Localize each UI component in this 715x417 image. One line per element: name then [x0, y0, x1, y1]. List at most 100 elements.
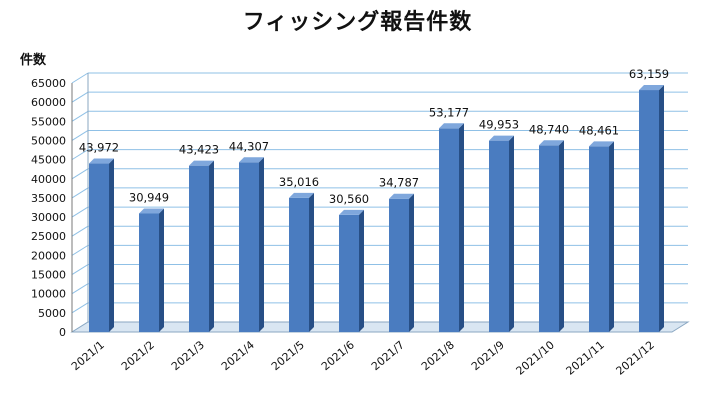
bar-top: [239, 157, 264, 163]
bar-side: [159, 208, 164, 332]
bar: [389, 193, 414, 332]
gridline-side: [71, 244, 89, 256]
data-label: 43,972: [79, 141, 119, 155]
y-tick-label: 60000: [31, 96, 66, 109]
bar-top: [489, 135, 514, 141]
y-tick-label: 65000: [31, 77, 66, 90]
bar: [489, 135, 514, 332]
y-tick-label: 25000: [31, 230, 66, 243]
data-label: 35,016: [279, 175, 319, 189]
x-tick-label: 2021/3: [169, 338, 207, 373]
data-label: 43,423: [179, 143, 219, 157]
y-tick-label: 15000: [31, 269, 66, 282]
bar-side: [509, 135, 514, 332]
gridline-side: [71, 225, 89, 237]
x-tick-label: 2021/2: [119, 338, 157, 373]
bar-side: [559, 140, 564, 332]
gridline-side: [71, 110, 89, 122]
bar: [139, 208, 164, 332]
y-tick-label: 0: [59, 326, 66, 339]
bar-front: [89, 163, 109, 332]
bar: [589, 141, 614, 332]
bar-front: [539, 145, 559, 332]
chart-floor: [70, 321, 690, 333]
y-tick-label: 50000: [31, 134, 66, 147]
bar-front: [139, 213, 159, 332]
data-label: 30,949: [129, 190, 169, 204]
data-label: 44,307: [229, 139, 269, 153]
bar-layer: [89, 85, 664, 332]
bar-top: [289, 192, 314, 198]
data-label: 63,159: [629, 67, 669, 81]
data-label: 49,953: [479, 118, 519, 132]
grid-layer: [71, 72, 688, 333]
bar-side: [359, 209, 364, 332]
bar-front: [239, 162, 259, 332]
bar: [339, 209, 364, 332]
chart-title: フィッシング報告件数: [242, 10, 473, 35]
bar-side: [209, 160, 214, 332]
y-tick-label: 30000: [31, 211, 66, 224]
y-tick-label: 55000: [31, 115, 66, 128]
bar-front: [289, 197, 309, 332]
bar-front: [389, 198, 409, 332]
bar: [289, 192, 314, 332]
gridline-side: [71, 91, 89, 103]
x-tick-label: 2021/4: [219, 338, 257, 373]
bar-side: [609, 141, 614, 332]
gridline-side: [71, 130, 89, 141]
bar-top: [189, 160, 214, 166]
bar-side: [259, 157, 264, 332]
y-axis-title: 件数: [20, 52, 47, 68]
bar-top: [539, 140, 564, 146]
x-tick-label: 2021/5: [269, 338, 307, 373]
x-tick-label: 2021/11: [564, 338, 607, 377]
y-tick-label: 35000: [31, 192, 66, 205]
gridline-side: [71, 149, 89, 161]
gridline-side: [71, 264, 89, 275]
bar: [189, 160, 214, 332]
bar-side: [459, 123, 464, 332]
bar: [239, 157, 264, 332]
data-label: 48,461: [579, 123, 619, 137]
bar: [89, 158, 114, 332]
y-tick-label: 10000: [31, 288, 66, 301]
bar: [439, 123, 464, 332]
gridline-side: [71, 72, 89, 84]
bar-front: [339, 214, 359, 332]
bar-top: [389, 193, 414, 199]
data-label: 34,787: [379, 176, 419, 190]
data-label: 30,560: [329, 192, 369, 206]
bar-front: [639, 90, 659, 332]
gridline-side: [71, 168, 89, 180]
bar-top: [339, 209, 364, 215]
y-tick-label: 40000: [31, 173, 66, 186]
x-tick-label: 2021/1: [69, 338, 107, 373]
data-label: 48,740: [529, 122, 569, 136]
x-tick-label: 2021/12: [614, 338, 657, 377]
bar: [639, 85, 664, 332]
bar-front: [589, 146, 609, 332]
x-tick-label: 2021/8: [419, 338, 457, 373]
gridline-side: [71, 283, 89, 295]
axis-layer: 0 5000 10000 15000 20000 25000 30000 35000 40000…: [31, 73, 690, 339]
gridline-side: [71, 302, 89, 314]
bar-side: [309, 192, 314, 332]
bar-front: [189, 165, 209, 332]
bar-side: [409, 193, 414, 332]
bar-front: [489, 140, 509, 332]
bar-side: [109, 158, 114, 332]
x-tick-label: 2021/6: [319, 338, 357, 373]
x-tick-label: 2021/9: [469, 338, 507, 373]
gridline-side: [71, 206, 89, 218]
data-label: 53,177: [429, 105, 469, 119]
bar-front: [439, 128, 459, 332]
y-tick-label: 20000: [31, 249, 66, 262]
x-tick-label: 2021/7: [369, 338, 407, 373]
x-tick-label: 2021/10: [514, 338, 557, 377]
bar-side: [659, 85, 664, 332]
y-tick-label: 5000: [38, 307, 66, 320]
bar-top: [439, 123, 464, 129]
bar: [539, 140, 564, 332]
